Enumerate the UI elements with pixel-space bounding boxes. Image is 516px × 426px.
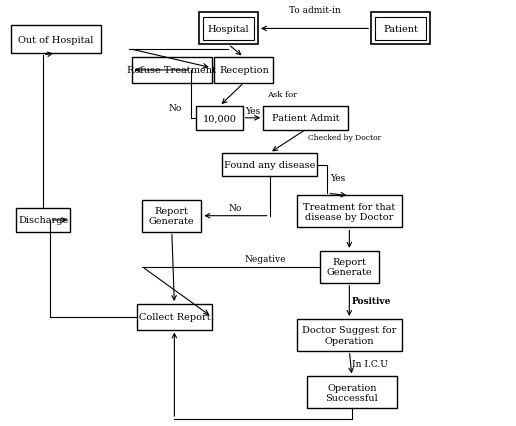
Text: Report
Generate: Report Generate bbox=[327, 257, 372, 277]
Text: Report
Generate: Report Generate bbox=[149, 207, 195, 226]
FancyBboxPatch shape bbox=[214, 58, 273, 83]
Text: Collect Report: Collect Report bbox=[139, 313, 210, 322]
Text: Discharge: Discharge bbox=[18, 216, 68, 225]
Text: To admit-in: To admit-in bbox=[289, 6, 341, 15]
FancyBboxPatch shape bbox=[11, 26, 101, 54]
Text: Hospital: Hospital bbox=[207, 25, 249, 34]
Text: Out of Hospital: Out of Hospital bbox=[19, 35, 94, 44]
Text: No: No bbox=[169, 104, 182, 112]
FancyBboxPatch shape bbox=[320, 251, 379, 283]
Text: Patient Admit: Patient Admit bbox=[272, 114, 340, 123]
Text: Found any disease: Found any disease bbox=[224, 161, 315, 170]
Text: Reception: Reception bbox=[219, 66, 269, 75]
FancyBboxPatch shape bbox=[142, 200, 201, 232]
FancyBboxPatch shape bbox=[297, 196, 402, 228]
Text: No: No bbox=[229, 203, 242, 212]
Text: Negative: Negative bbox=[245, 254, 286, 263]
Text: Doctor Suggest for
Operation: Doctor Suggest for Operation bbox=[302, 325, 396, 345]
FancyBboxPatch shape bbox=[375, 18, 426, 41]
Text: 10,000: 10,000 bbox=[202, 114, 236, 123]
Text: In I.C.U: In I.C.U bbox=[352, 359, 388, 368]
FancyBboxPatch shape bbox=[16, 209, 70, 232]
FancyBboxPatch shape bbox=[297, 319, 402, 351]
Text: Refuse Treatment: Refuse Treatment bbox=[127, 66, 216, 75]
FancyBboxPatch shape bbox=[222, 153, 317, 177]
Text: Positive: Positive bbox=[352, 296, 391, 305]
FancyBboxPatch shape bbox=[203, 18, 254, 41]
Text: Ask for: Ask for bbox=[267, 91, 297, 99]
Text: Operation
Successful: Operation Successful bbox=[326, 383, 378, 402]
FancyBboxPatch shape bbox=[137, 304, 212, 330]
Text: Yes: Yes bbox=[330, 173, 345, 182]
FancyBboxPatch shape bbox=[199, 14, 258, 45]
FancyBboxPatch shape bbox=[371, 14, 430, 45]
FancyBboxPatch shape bbox=[196, 107, 243, 130]
FancyBboxPatch shape bbox=[263, 107, 348, 130]
Text: Patient: Patient bbox=[383, 25, 418, 34]
Text: Yes: Yes bbox=[245, 106, 261, 115]
Text: Checked by Doctor: Checked by Doctor bbox=[308, 134, 381, 141]
FancyBboxPatch shape bbox=[307, 377, 397, 409]
Text: Treatment for that
disease by Doctor: Treatment for that disease by Doctor bbox=[303, 202, 395, 222]
FancyBboxPatch shape bbox=[132, 58, 212, 83]
